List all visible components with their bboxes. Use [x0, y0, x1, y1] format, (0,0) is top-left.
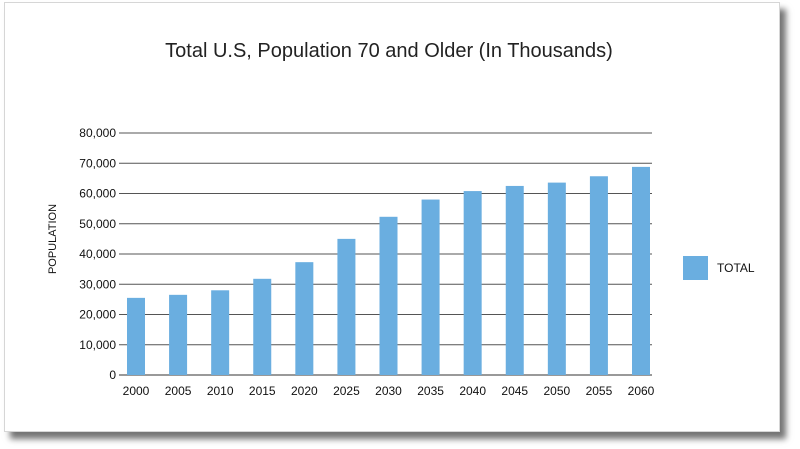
bar — [253, 278, 272, 375]
x-tick-label: 2040 — [459, 384, 486, 398]
x-tick-label: 2010 — [207, 384, 234, 398]
y-tick-label: 80,000 — [79, 126, 116, 140]
y-tick-labels: 0 10,000 20,000 30,000 40,000 50,000 60,000 70,… — [79, 126, 116, 382]
y-tick-label: 40,000 — [79, 247, 116, 261]
bar — [589, 176, 608, 375]
x-tick-label: 2060 — [628, 384, 655, 398]
bar — [421, 199, 440, 375]
y-tick-label: 10,000 — [79, 338, 116, 352]
x-tick-label: 2005 — [165, 384, 192, 398]
x-tick-label: 2020 — [291, 384, 318, 398]
y-tick-label: 50,000 — [79, 217, 116, 231]
bar — [463, 191, 482, 375]
x-tick-label: 2055 — [586, 384, 613, 398]
legend-label: TOTAL — [717, 261, 755, 275]
chart-title: Total U.S, Population 70 and Older (In T… — [165, 40, 613, 62]
y-tick-label: 60,000 — [79, 187, 116, 201]
y-axis-label: POPULATION — [47, 204, 59, 274]
y-tick-label: 0 — [109, 368, 116, 382]
x-tick-label: 2025 — [333, 384, 360, 398]
bars — [127, 166, 650, 375]
x-tick-label: 2015 — [249, 384, 276, 398]
bar — [505, 185, 524, 375]
legend-swatch — [683, 256, 708, 280]
legend: TOTAL — [683, 256, 755, 280]
bar — [211, 290, 230, 375]
x-tick-label: 2035 — [417, 384, 444, 398]
bar — [169, 294, 188, 375]
bar — [632, 166, 650, 375]
bar — [127, 297, 145, 375]
x-tick-label: 2000 — [123, 384, 150, 398]
y-tick-label: 70,000 — [79, 156, 116, 170]
y-tick-label: 20,000 — [79, 308, 116, 322]
bar — [547, 182, 566, 375]
x-tick-label: 2050 — [543, 384, 570, 398]
bar — [295, 262, 314, 375]
bar — [379, 216, 398, 375]
bar — [337, 238, 356, 375]
x-tick-label: 2030 — [375, 384, 402, 398]
x-tick-labels: 2000 2005 2010 2015 2020 2025 2030 2035 2040 2045… — [123, 384, 655, 398]
x-tick-label: 2045 — [501, 384, 528, 398]
y-tick-label: 30,000 — [79, 277, 116, 291]
